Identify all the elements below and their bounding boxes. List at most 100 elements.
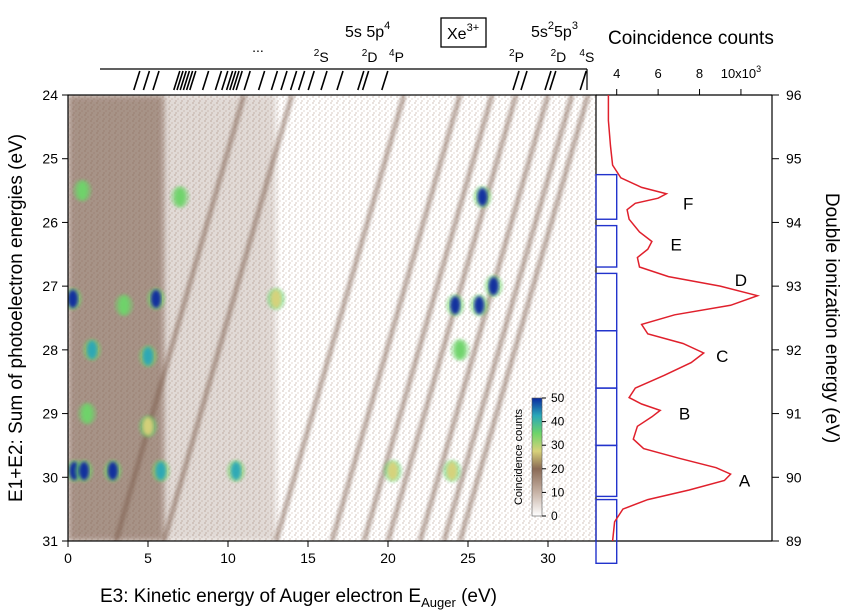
projection-panel: Coincidence counts 4 6 8 10x103 96959493929…: [595, 28, 842, 565]
config-tick: [289, 70, 298, 91]
hotspot: [477, 187, 488, 206]
colorbar-tick-label: 10: [551, 485, 565, 499]
projection-y-label: Double ionization energy (eV): [821, 193, 842, 443]
config-tick: [280, 70, 288, 91]
diagonal-band: [113, 95, 247, 541]
projection-x-tick-label: 8: [696, 66, 703, 81]
x-tick-label: 15: [300, 550, 316, 566]
x-tick-label: 25: [460, 550, 476, 566]
hotspot: [455, 340, 465, 359]
projection-y-tick-label: 92: [786, 342, 802, 358]
projection-y-tick-label: 95: [786, 151, 802, 167]
hotspot: [79, 461, 89, 480]
energy-window: [595, 224, 618, 268]
peak-labels: F E D C B A: [671, 194, 751, 490]
config-tick: [512, 70, 520, 91]
config-tick: [176, 70, 184, 91]
x-tick-label: 5: [144, 550, 152, 566]
hotspot: [143, 417, 153, 436]
x-tick-label: 10: [220, 550, 236, 566]
colorbar-tick-label: 40: [551, 415, 565, 429]
config-tick: [381, 70, 389, 91]
hotspot: [175, 187, 185, 206]
colorbar-tick-label: 50: [551, 391, 565, 405]
diagonal-band: [161, 95, 295, 541]
energy-window: [595, 444, 618, 498]
energy-windows: [595, 173, 618, 565]
energy-window: [595, 272, 618, 332]
projection-y-tick-label: 91: [786, 406, 802, 422]
hotspot: [77, 181, 88, 200]
peak-label: F: [683, 194, 693, 213]
diagonal-band: [273, 95, 407, 541]
config-5s2-5p3-label: 5s25p3: [531, 20, 578, 41]
hotspot: [450, 296, 461, 315]
colorbar-ticks: 0 10 20 30 40 50: [542, 391, 565, 523]
y-tick-label: 28: [42, 342, 58, 358]
heatmap-panel: 0 5 10 15 20 25 30 24 25 26 27 28 29 30 31 E3: Kineti…: [6, 87, 597, 610]
hotspot: [271, 289, 281, 308]
colorbar-gradient: [531, 397, 543, 517]
diagonal-band: [441, 95, 575, 541]
hotspot: [119, 296, 129, 315]
hotspot: [107, 461, 118, 480]
colorbar: 0 10 20 30 40 50 Coincidence counts: [513, 391, 565, 523]
config-tick: [185, 70, 194, 91]
y-tick-label: 25: [42, 151, 58, 167]
x-axis: 0 5 10 15 20 25 30: [64, 541, 556, 566]
term-label: 4S: [579, 48, 594, 65]
config-tick: [549, 70, 557, 91]
term-label: 4P: [389, 48, 404, 65]
hotspot: [488, 277, 499, 296]
diagonal-band: [329, 95, 463, 541]
colorbar-tick-label: 20: [551, 462, 565, 476]
config-tick: [152, 70, 160, 91]
term-label: 2P: [509, 48, 524, 65]
config-tick: [232, 70, 240, 91]
config-tick: [214, 70, 223, 91]
colorbar-tick-label: 30: [551, 438, 565, 452]
colorbar-label: Coincidence counts: [513, 409, 525, 506]
y-axis-label: E1+E2: Sum of photoelectron energies (eV…: [6, 134, 27, 502]
peak-label: A: [739, 471, 751, 490]
config-tick: [201, 70, 210, 91]
config-tick: [221, 70, 229, 91]
config-tick: [243, 70, 251, 91]
hotspot: [387, 461, 398, 480]
x-axis-label: E3: Kinetic energy of Auger electron EAu…: [100, 586, 497, 610]
projection-x-ticks: 4 6 8 10x103: [613, 64, 761, 95]
state-annotations: 2S 2D 4P 2P 2D 4S ... 5s 5p4 Xe3+ 5s25p3: [100, 17, 594, 91]
projection-x-tick-label: 10x103: [721, 64, 761, 81]
hotspot: [474, 296, 485, 315]
peak-label: E: [671, 236, 682, 255]
projection-y-tick-label: 90: [786, 469, 802, 485]
x-tick-label: 20: [380, 550, 396, 566]
peak-label: C: [716, 347, 728, 366]
config-tick: [133, 70, 141, 91]
config-tick: [179, 70, 187, 91]
term-label: 2D: [362, 48, 378, 65]
hotspot: [87, 340, 97, 359]
projection-y-ticks: 96 95 94 93 92 91 90 89: [772, 87, 802, 549]
config-tick: [225, 70, 234, 91]
config-tick: [229, 70, 237, 91]
config-tick: [336, 70, 344, 91]
config-tick: [257, 70, 266, 91]
config-tick: [270, 70, 279, 91]
energy-window: [595, 330, 618, 389]
projection-y-tick-label: 93: [786, 278, 802, 294]
x-tick-label: 0: [64, 550, 72, 566]
config-tick: [579, 70, 587, 91]
config-tick: [235, 70, 243, 91]
hotspot: [231, 461, 241, 480]
hotspot: [447, 461, 457, 480]
diagonal-band: [457, 95, 591, 541]
hotspot: [82, 404, 93, 423]
y-tick-label: 30: [42, 469, 58, 485]
ion-label: Xe3+: [447, 22, 479, 43]
energy-window: [595, 173, 618, 220]
configuration-ticks: [133, 70, 587, 91]
hotspot: [68, 289, 78, 308]
projection-x-tick-label: 4: [613, 66, 620, 81]
